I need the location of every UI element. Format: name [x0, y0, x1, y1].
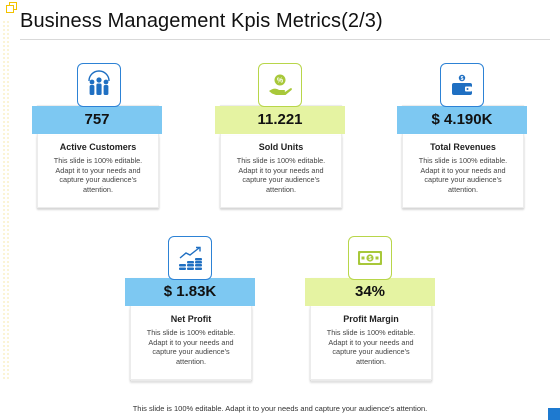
- kpi-description: This slide is 100% editable. Adapt it to…: [326, 328, 416, 366]
- slide-nav-marker: [548, 408, 560, 420]
- kpi-value-band: 757: [32, 106, 162, 134]
- kpi-label: Net Profit: [170, 314, 212, 324]
- people-group-icon: [77, 63, 121, 107]
- wallet-icon: $: [440, 63, 484, 107]
- kpi-value: 757: [84, 111, 110, 128]
- decorative-square: [6, 5, 14, 13]
- banknote-icon: $: [348, 236, 392, 280]
- kpi-label: Profit Margin: [343, 314, 399, 324]
- kpi-text-area: Sold Units This slide is 100% editable. …: [220, 136, 342, 208]
- kpi-description: This slide is 100% editable. Adapt it to…: [418, 156, 508, 194]
- kpi-value: 11.221: [257, 111, 303, 128]
- kpi-description: This slide is 100% editable. Adapt it to…: [146, 328, 236, 366]
- kpi-text-area: Profit Margin This slide is 100% editabl…: [310, 308, 432, 380]
- svg-text:$: $: [368, 256, 371, 262]
- kpi-value: 34%: [354, 283, 386, 300]
- kpi-text-area: Active Customers This slide is 100% edit…: [37, 136, 159, 208]
- kpi-text-area: Total Revenues This slide is 100% editab…: [402, 136, 524, 208]
- kpi-value-band: $ 4.190K: [397, 106, 527, 134]
- kpi-label: Total Revenues: [430, 142, 496, 152]
- kpi-value-band: 11.221: [215, 106, 345, 134]
- kpi-description: This slide is 100% editable. Adapt it to…: [236, 156, 326, 194]
- title-divider: [20, 39, 550, 40]
- kpi-value: $ 1.83K: [163, 283, 217, 300]
- decorative-dot-pattern: [2, 20, 10, 380]
- kpi-label: Sold Units: [258, 142, 304, 152]
- percent-hand-icon: %: [258, 63, 302, 107]
- kpi-value-band: $ 1.83K: [125, 278, 255, 306]
- page-title: Business Management Kpis Metrics(2/3): [20, 10, 383, 32]
- svg-text:%: %: [277, 78, 284, 85]
- kpi-value-band: 34%: [305, 278, 435, 306]
- kpi-text-area: Net Profit This slide is 100% editable. …: [130, 308, 252, 380]
- kpi-label: Active Customers: [59, 142, 137, 152]
- kpi-description: This slide is 100% editable. Adapt it to…: [53, 156, 143, 194]
- svg-text:$: $: [461, 76, 464, 82]
- footer-note: This slide is 100% editable. Adapt it to…: [132, 404, 428, 413]
- kpi-value: $ 4.190K: [431, 111, 493, 128]
- growth-coins-icon: [168, 236, 212, 280]
